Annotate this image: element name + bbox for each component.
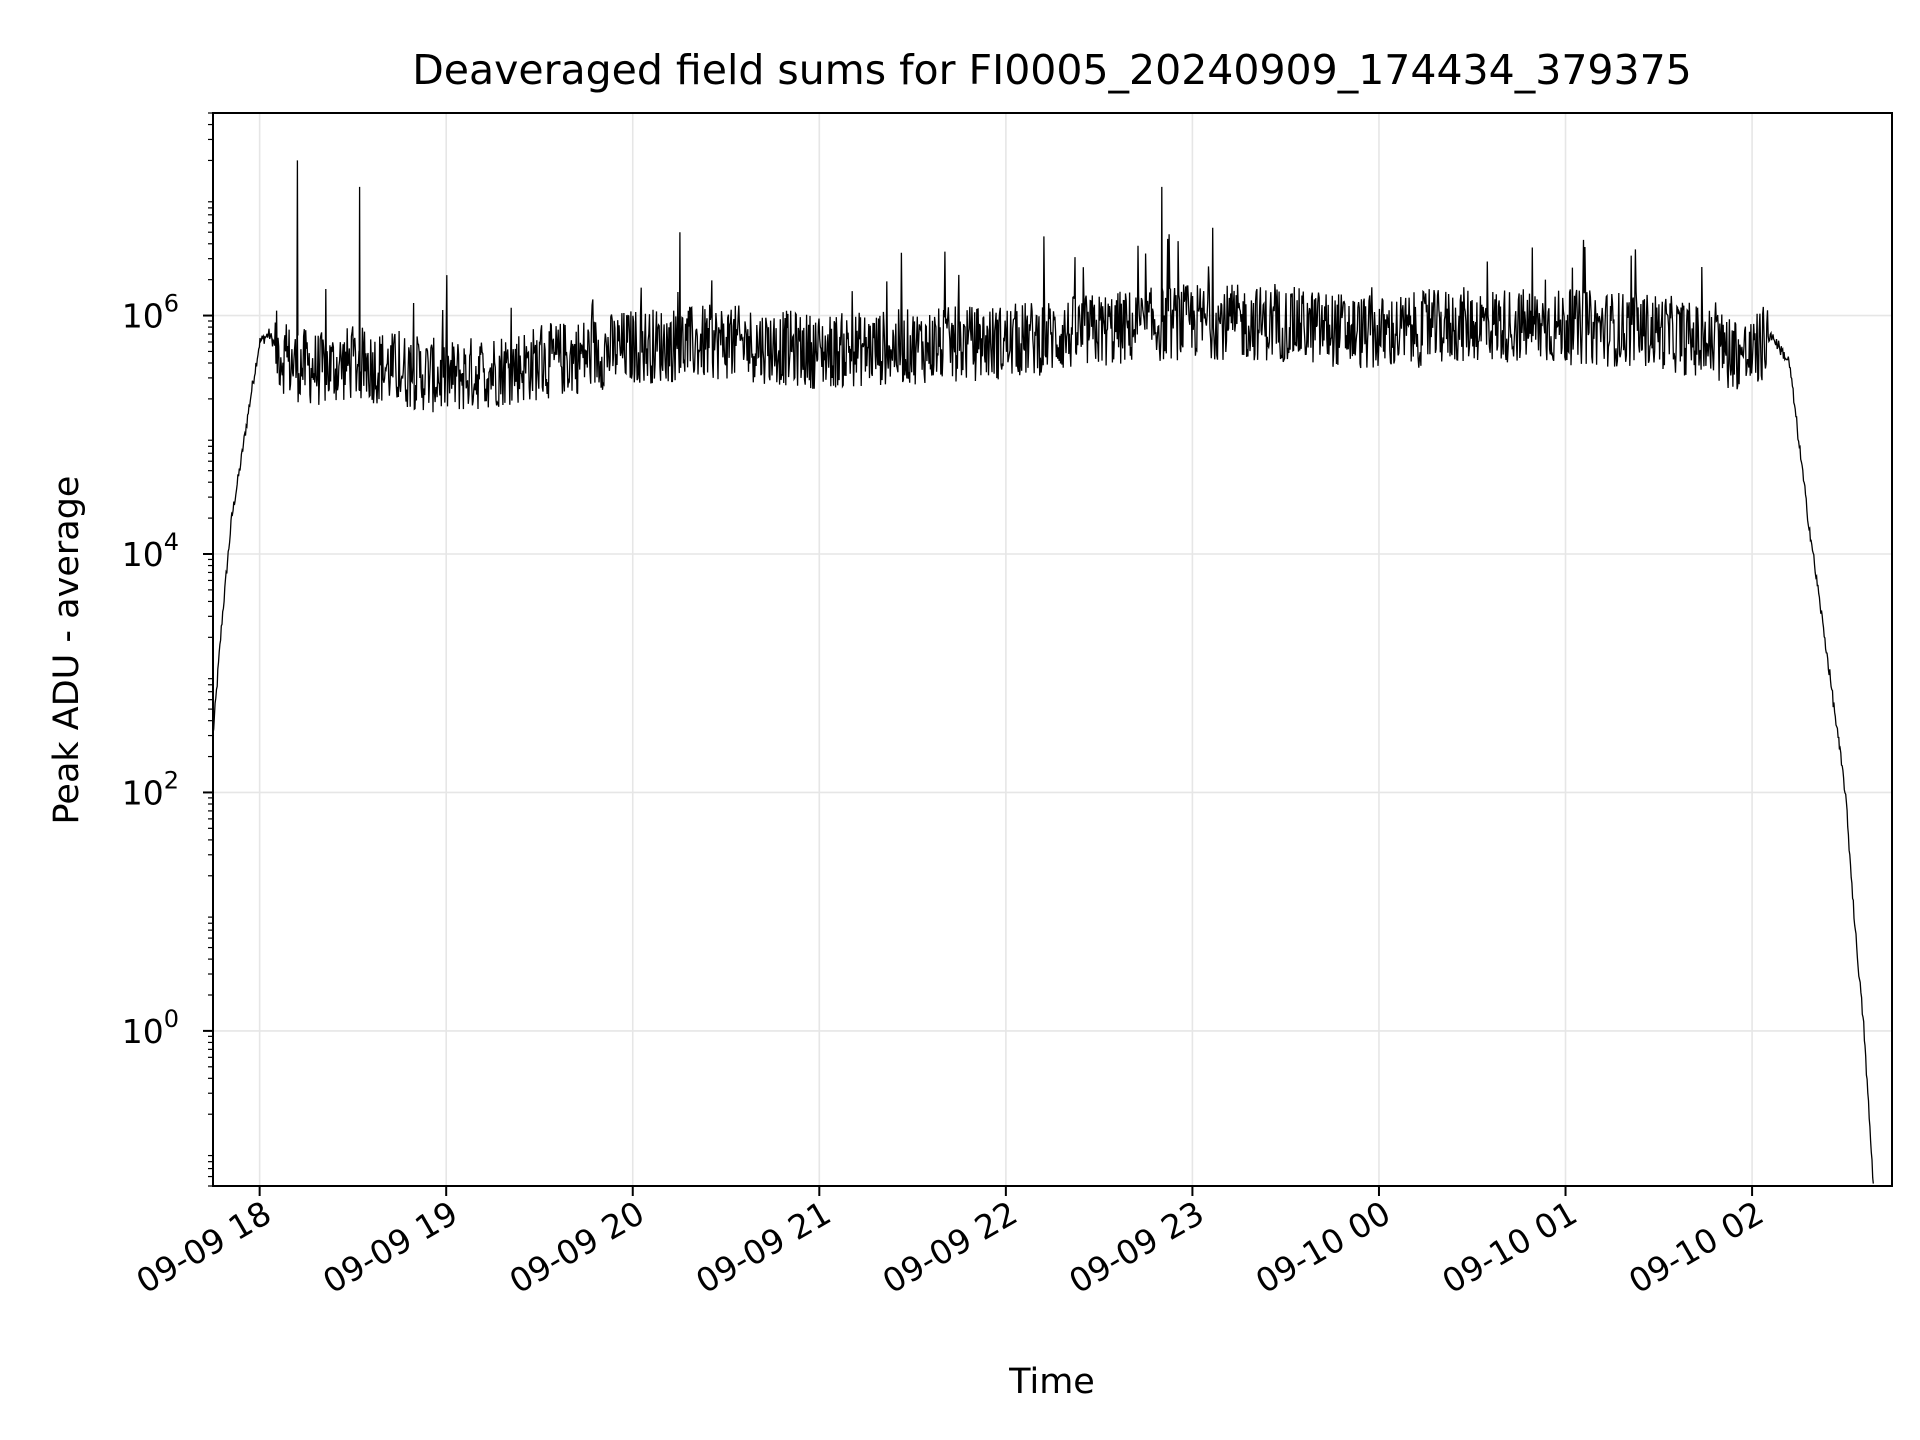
y-tick-label: 102 xyxy=(122,766,179,812)
plot-area xyxy=(213,160,1874,1184)
series-line xyxy=(213,160,1874,1184)
x-axis-label: Time xyxy=(1008,1362,1095,1402)
chart-title: Deaveraged field sums for FI0005_2024090… xyxy=(412,46,1692,94)
y-tick-label: 104 xyxy=(122,528,179,574)
y-tick-label: 100 xyxy=(122,1005,179,1051)
y-tick-label: 106 xyxy=(122,290,179,336)
grid xyxy=(213,113,1892,1186)
axes-frame xyxy=(212,112,1893,1187)
y-axis-label: Peak ADU - average xyxy=(47,476,87,825)
y-axis-ticks: 100 102 104 106 xyxy=(122,112,213,1187)
